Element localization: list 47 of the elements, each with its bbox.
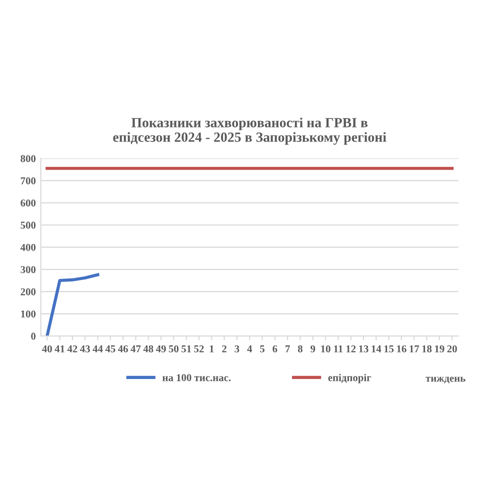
y-tick-label: 800 (20, 155, 36, 162)
chart-title: Показники захворюваності на ГРВІ в епідсезон 2024 - 2025 в Запорізькому регіоні (113, 118, 386, 145)
x-tick-label: 9 (310, 345, 316, 352)
x-tick-label: 19 (435, 345, 444, 352)
x-tick-label: 49 (156, 345, 166, 352)
x-tick-label: 52 (194, 345, 204, 352)
x-tick-label: 51 (182, 345, 191, 352)
y-tick-label: 300 (20, 266, 36, 274)
x-tick-label: 10 (321, 345, 330, 352)
x-tick-label: 6 (272, 345, 278, 352)
x-tick-label: 7 (286, 345, 290, 352)
x-tick-label: 13 (359, 345, 368, 352)
x-tick-label: 14 (372, 345, 382, 352)
x-tick-label: 11 (334, 345, 343, 352)
x-tick-label: 43 (80, 345, 90, 352)
y-tick-label: 400 (20, 244, 36, 251)
x-tick-label: 40 (42, 345, 52, 352)
x-tick-label: 46 (118, 345, 128, 352)
x-tick-label: 1 (210, 345, 214, 352)
x-tick-label: 4 (247, 345, 252, 352)
x-tick-label: 41 (54, 345, 64, 352)
x-tick-label: 48 (143, 345, 154, 352)
x-tick-label: 45 (105, 345, 116, 352)
x-tick-label: 20 (447, 345, 457, 352)
x-tick-label: 5 (260, 345, 264, 352)
x-tick-label: 42 (67, 345, 78, 352)
y-tick-label: 100 (21, 310, 36, 318)
x-tick-label: 8 (298, 345, 302, 352)
x-tick-label: 2 (222, 345, 226, 352)
x-tick-label: 12 (346, 345, 356, 352)
line-series (46, 273, 100, 336)
x-axis-title: тиждень (426, 376, 466, 384)
y-tick-label: 600 (20, 199, 36, 207)
x-tick-label: 18 (422, 345, 432, 352)
x-tick-label: 15 (384, 345, 394, 352)
y-tick-label: 500 (20, 222, 36, 229)
x-tick-label: 3 (234, 345, 240, 352)
legend-label: на 100 тис.нас. (162, 374, 231, 382)
x-tick-label: 50 (168, 345, 178, 352)
x-tick-label: 16 (397, 345, 406, 352)
y-tick-label: 0 (31, 332, 36, 340)
x-tick-label: 44 (92, 345, 103, 352)
legend-label: епідпоріг (328, 374, 372, 384)
x-tick-label: 47 (130, 345, 141, 352)
y-tick-label: 200 (20, 288, 36, 296)
x-tick-label: 17 (410, 345, 420, 352)
y-tick-label: 700 (20, 177, 36, 184)
